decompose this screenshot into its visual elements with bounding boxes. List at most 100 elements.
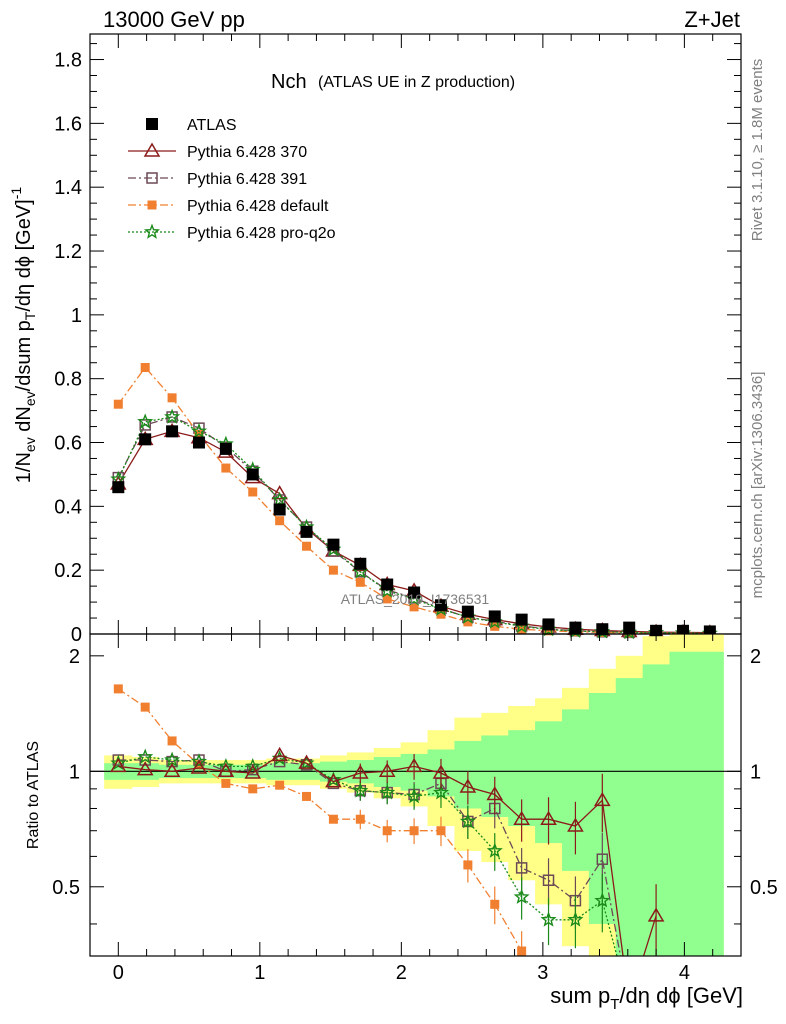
top-y-axis-label: 1/Nev dNev/dsum pT/dη dϕ [GeV]-1: [8, 187, 38, 484]
legend-label: Pythia 6.428 370: [187, 144, 307, 161]
ratio-point: [567, 911, 584, 927]
ratio-point: [191, 753, 208, 769]
top-panel: 0 0.2 0.4 0.6 0.8 1 1.2 1.4 1.6 1.8 Nch (ATLAS UE…: [8, 33, 742, 646]
data-point: [271, 485, 288, 500]
ratio-series-pythia-6-428-pro-q2o: [110, 748, 618, 956]
y-tick-label: 0.2: [54, 560, 82, 582]
ratio-point: [463, 860, 473, 870]
ratio-point: [140, 702, 150, 712]
data-point: [248, 487, 258, 497]
data-point: [490, 621, 500, 631]
data-point: [382, 594, 392, 604]
ratio-point: [167, 736, 177, 746]
ratio-point: [540, 810, 557, 825]
data-point: [219, 442, 232, 455]
ratio-series-pythia-6-428-370: [109, 746, 665, 956]
data-point: [190, 422, 208, 439]
ratio-point: [298, 754, 315, 770]
ratio-point: [513, 888, 530, 904]
energy-label: 13000 GeV pp: [103, 7, 245, 32]
data-point: [113, 399, 123, 409]
ratio-point: [567, 817, 584, 832]
data-point: [167, 393, 177, 403]
ratio-panel-frame: [89, 633, 742, 957]
ratio-point: [190, 759, 208, 774]
ratio-point: [486, 786, 504, 801]
data-point: [192, 436, 205, 449]
ratio-point: [513, 810, 530, 825]
data-point: [166, 425, 179, 438]
data-point: [140, 363, 150, 373]
legend-label: Pythia 6.428 default: [187, 198, 329, 215]
ratio-point: [406, 787, 423, 804]
data-point: [300, 525, 313, 538]
data-point: [544, 626, 554, 636]
legend-label: Pythia 6.428 391: [187, 171, 307, 188]
ratio-point: [517, 946, 527, 956]
data-point: [542, 618, 555, 631]
green-band: [615, 678, 644, 956]
legend-entry: Pythia 6.428 391: [128, 171, 307, 188]
y-tick-label: 0.4: [54, 496, 82, 518]
ratio-point: [486, 842, 503, 858]
data-point: [302, 541, 312, 551]
ratio-point: [542, 874, 555, 886]
legend-marker: [143, 142, 161, 157]
x-tick-label: 2: [396, 962, 407, 984]
y-tick-label: 0.6: [54, 433, 82, 455]
data-point: [221, 463, 231, 473]
data-point: [569, 621, 582, 634]
legend-entry: Pythia 6.428 pro-q2o: [128, 223, 336, 242]
rivet-version-label: Rivet 3.1.10, ≥ 1.8M events: [749, 59, 766, 242]
data-point: [434, 599, 447, 612]
ratio-point: [379, 784, 396, 800]
data-point: [436, 609, 446, 619]
green-band: [696, 651, 724, 956]
ratio-y-axis-label: Ratio to ATLAS: [25, 741, 42, 849]
data-point: [137, 413, 154, 429]
legend-entry: ATLAS: [146, 117, 237, 134]
ratio-point: [248, 784, 258, 794]
ratio-point: [490, 899, 500, 909]
y-tick-label: 1.6: [54, 113, 82, 135]
data-point: [409, 602, 419, 612]
data-point: [463, 617, 473, 627]
legend-label: ATLAS: [187, 117, 237, 134]
ratio-y-tick-label: 2: [69, 646, 80, 668]
data-point: [461, 605, 474, 618]
legend-entry: Pythia 6.428 default: [128, 198, 329, 215]
ratio-series: [109, 684, 665, 956]
y-tick-label: 0: [71, 624, 82, 646]
ratio-point: [164, 751, 181, 767]
data-point: [488, 610, 501, 623]
y-tick-label: 1: [71, 305, 82, 327]
top-title-sub: (ATLAS UE in Z production): [318, 74, 515, 91]
ratio-line: [117, 688, 523, 952]
ratio-point: [378, 762, 396, 778]
data-point: [327, 538, 340, 551]
ratio-point: [382, 826, 392, 836]
ratio-point: [217, 762, 235, 778]
y-tick-label: 1.8: [54, 50, 82, 72]
data-point: [408, 586, 421, 599]
process-label: Z+Jet: [684, 7, 740, 32]
ratio-point: [405, 757, 423, 773]
ratio-point: [459, 813, 476, 829]
ratio-point: [647, 907, 665, 922]
ratio-point: [594, 892, 611, 908]
ratio-point: [113, 684, 123, 694]
ratio-point: [273, 755, 286, 768]
data-point: [381, 578, 394, 591]
x-tick-label: 4: [679, 962, 690, 984]
data-point: [164, 408, 181, 424]
ratio-point: [355, 814, 365, 824]
ratio-point: [110, 754, 127, 770]
ratio-y-tick-label-right: 2: [750, 646, 761, 668]
ratio-panel: 0 1 2 3 4 0.5 0.5 1 1 2 2 Ratio to ATLAS sum pT/dη…: [25, 633, 778, 1013]
ratio-point: [459, 778, 477, 793]
legend-marker: [147, 200, 157, 210]
series-line: [117, 416, 710, 635]
top-title-main: Nch: [271, 71, 307, 93]
x-tick-label: 1: [254, 962, 265, 984]
